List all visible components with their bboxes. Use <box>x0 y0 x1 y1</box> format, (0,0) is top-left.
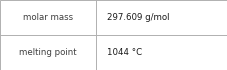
Text: 297.609 g/mol: 297.609 g/mol <box>107 13 169 22</box>
Text: molar mass: molar mass <box>23 13 73 22</box>
Text: 1044 °C: 1044 °C <box>107 48 142 57</box>
Text: melting point: melting point <box>19 48 76 57</box>
